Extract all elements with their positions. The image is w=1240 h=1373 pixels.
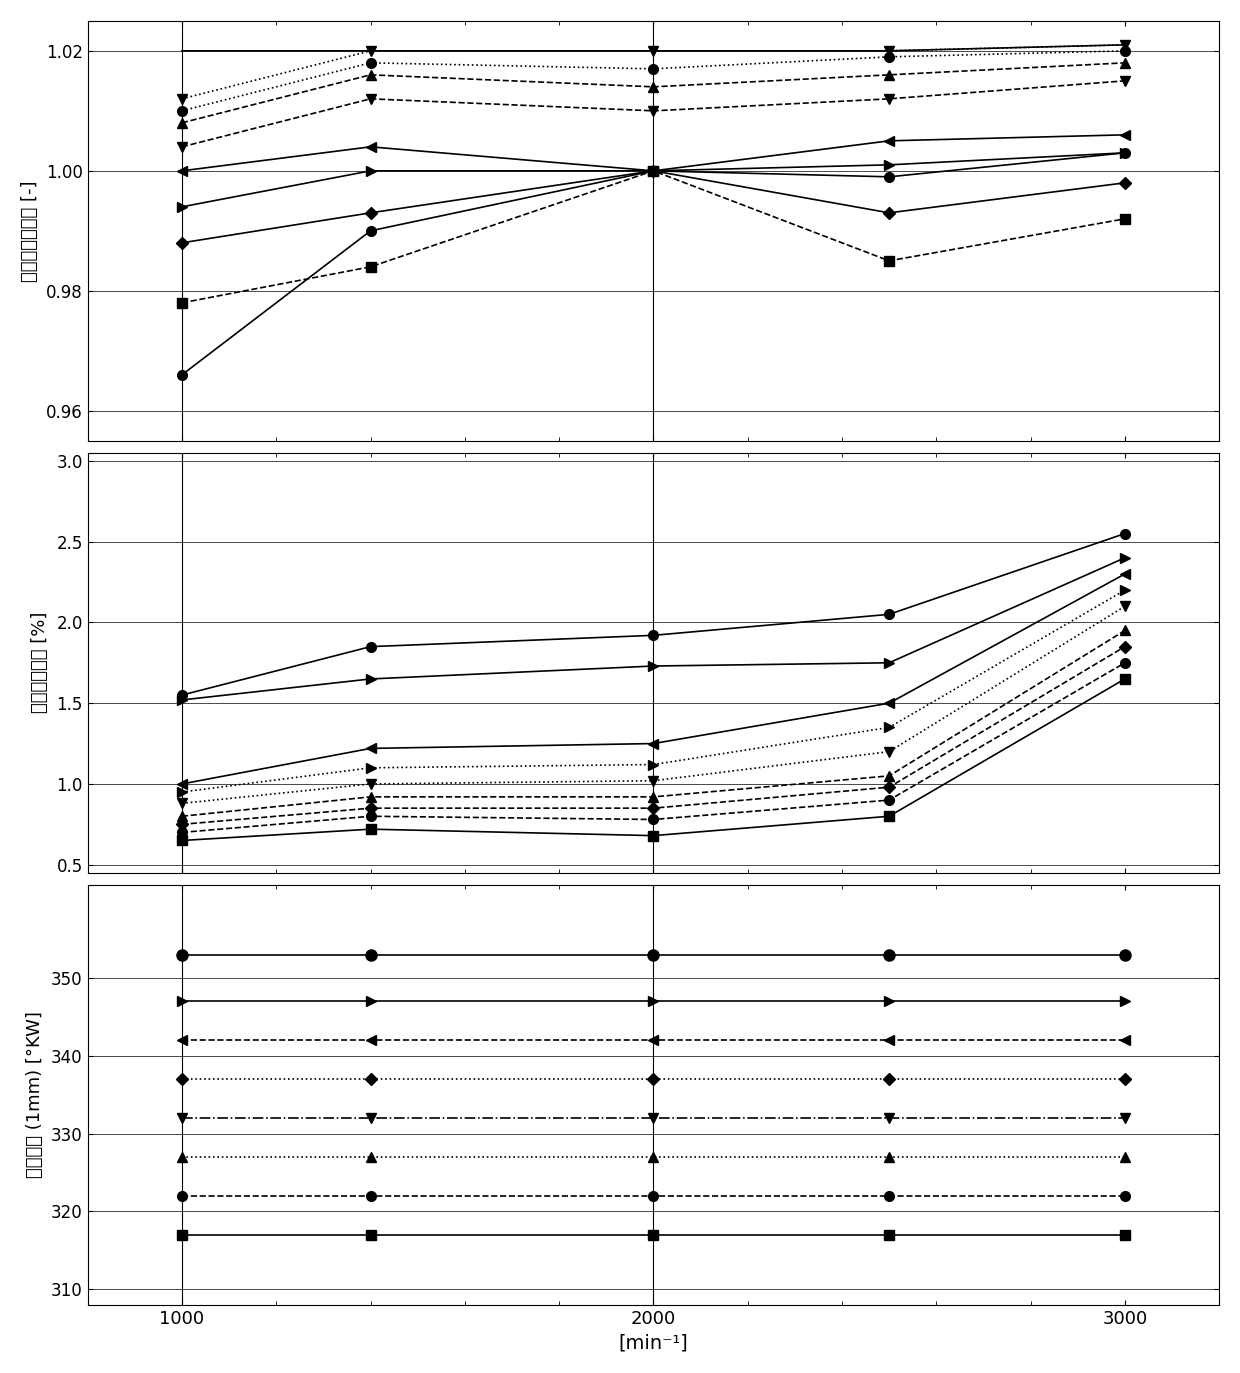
- X-axis label: [min⁻¹]: [min⁻¹]: [619, 1333, 688, 1352]
- Y-axis label: 进气打开 (1mm) [°KW]: 进气打开 (1mm) [°KW]: [26, 1012, 45, 1178]
- Y-axis label: 收集器充气程度 [-]: 收集器充气程度 [-]: [21, 180, 38, 281]
- Y-axis label: 残余废气含量 [%]: 残余废气含量 [%]: [31, 612, 50, 714]
